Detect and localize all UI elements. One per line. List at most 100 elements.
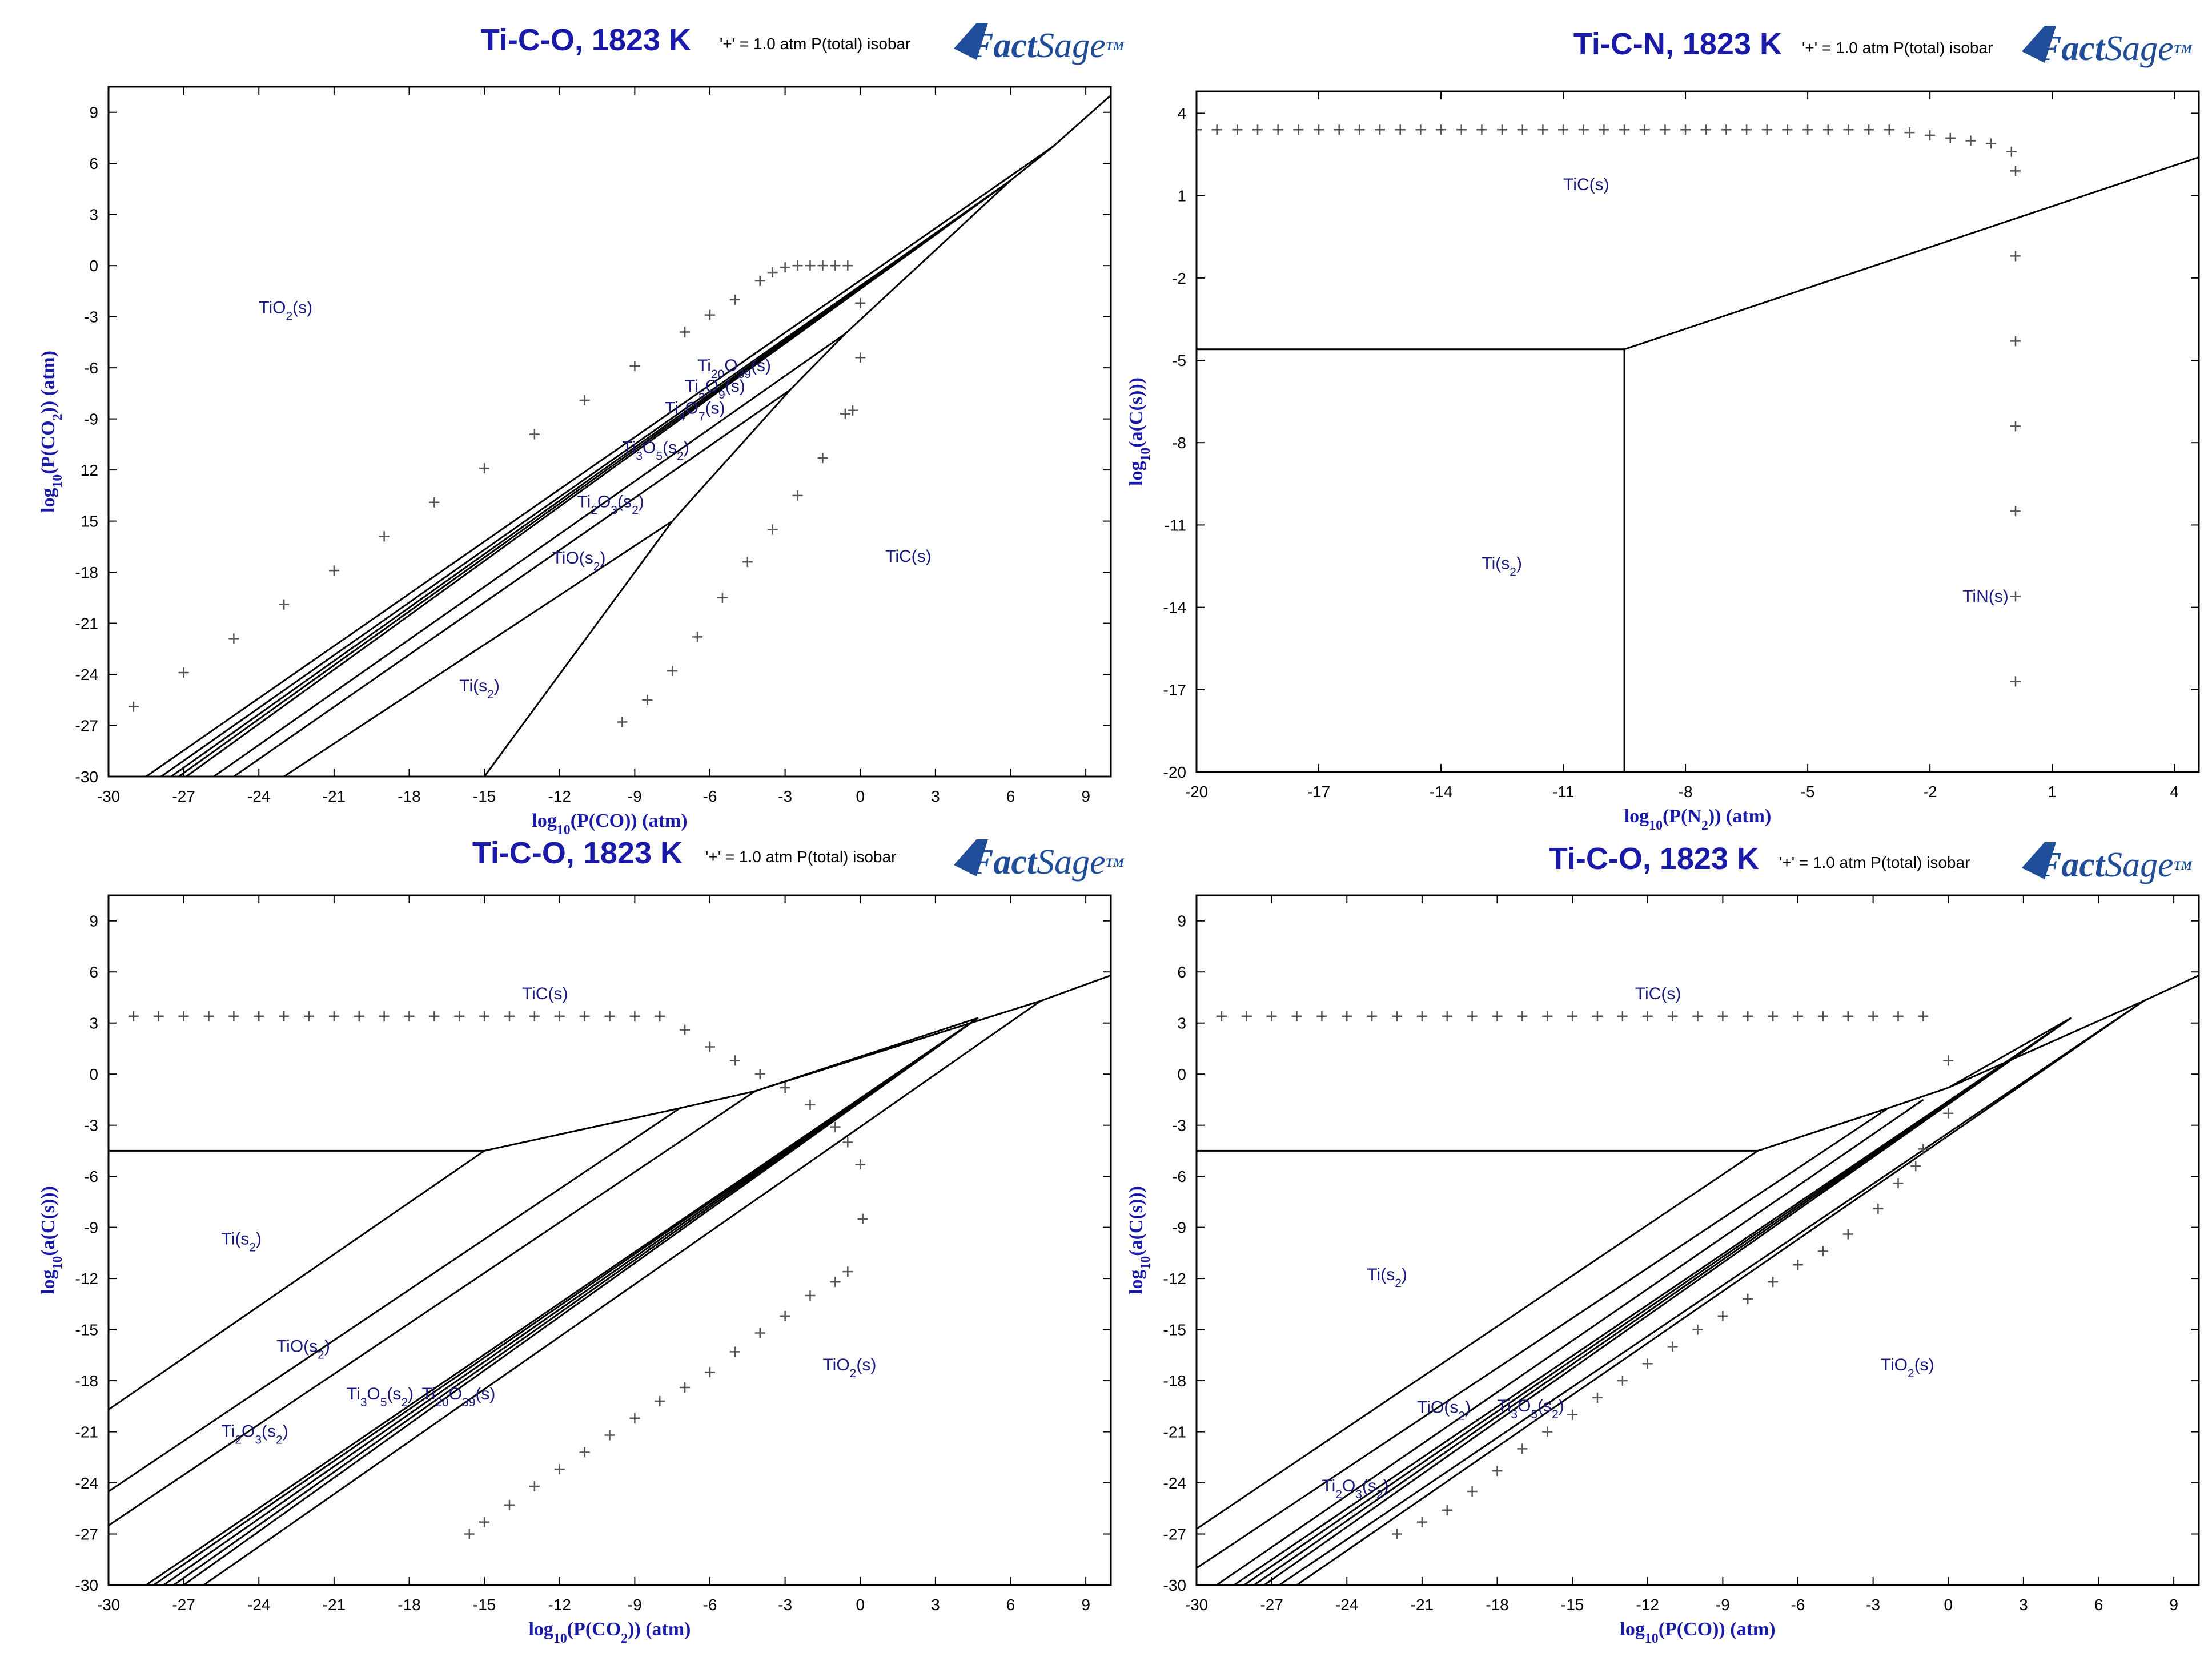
isobar-point <box>2010 506 2021 517</box>
y-tick-label: -20 <box>1163 763 1186 781</box>
x-tick-label: -27 <box>172 787 195 805</box>
x-axis-label: log10(P(CO2)) (atm) <box>528 1619 691 1646</box>
x-tick-label: 3 <box>2019 1596 2028 1614</box>
isobar-point <box>1692 1011 1703 1021</box>
isobar-point <box>1817 1246 1828 1257</box>
phase-region-label: Ti5O9(s) <box>685 377 745 401</box>
isobar-point <box>1667 1011 1678 1021</box>
x-tick-label: -6 <box>703 787 717 805</box>
isobar-point <box>1873 1203 1884 1214</box>
isobar-point <box>1965 135 1976 146</box>
phase-region-label: TiO2(s) <box>1881 1356 1934 1380</box>
isobar-point <box>729 1346 740 1357</box>
x-tick-label: -30 <box>97 787 120 805</box>
isobar-point <box>1476 124 1487 135</box>
isobar-point <box>128 701 139 712</box>
isobar-point <box>529 1481 540 1491</box>
isobar-point <box>178 667 189 678</box>
x-tick-label: -5 <box>1801 783 1815 801</box>
x-tick-label: -9 <box>628 787 642 805</box>
phase-region-label: TiC(s) <box>1635 984 1681 1003</box>
chart-subtitle: '+' = 1.0 atm P(total) isobar <box>705 848 896 866</box>
x-tick-label: -30 <box>97 1596 120 1614</box>
isobar-point <box>579 1011 590 1021</box>
phase-boundary-line <box>283 389 791 777</box>
isobar-point <box>780 262 790 273</box>
isobar-point <box>1945 132 1956 143</box>
isobar-point <box>1700 124 1711 135</box>
factsage-logo: FactSageTM <box>954 23 1125 65</box>
y-tick-label: 4 <box>1177 104 1186 122</box>
y-tick-label: -30 <box>75 1576 98 1594</box>
isobar-point <box>328 1011 339 1021</box>
y-tick-label: 15 <box>81 513 98 530</box>
phase-boundary-line <box>1197 156 2199 351</box>
phase-region-label: TiO2(s) <box>259 299 312 323</box>
isobar-point <box>1314 124 1324 135</box>
isobar-point <box>128 1011 139 1021</box>
x-tick-label: 0 <box>1944 1596 1953 1614</box>
y-axis-label: log10(P(CO2)) (atm) <box>38 351 65 513</box>
plot-frame <box>107 86 1112 778</box>
isobar-point <box>1642 1358 1653 1369</box>
chart-subtitle: '+' = 1.0 atm P(total) isobar <box>1779 854 1970 871</box>
isobar-point <box>479 463 490 474</box>
isobar-point <box>1567 1409 1578 1420</box>
x-axis-label: log10(P(CO)) (atm) <box>532 810 687 838</box>
phase-boundary-line <box>109 1090 756 1526</box>
isobar-point <box>1817 1011 1828 1021</box>
isobar-point <box>1342 1011 1352 1021</box>
isobar-point <box>1619 124 1630 135</box>
x-tick-label: -18 <box>398 787 420 805</box>
phase-region-label: Ti(s2) <box>459 677 500 701</box>
isobar-point <box>464 1529 475 1539</box>
isobar-point <box>830 260 841 271</box>
isobar-point <box>1354 124 1365 135</box>
isobar-point <box>254 1011 264 1021</box>
phase-boundary-line <box>109 1150 485 1411</box>
isobar-point <box>842 260 853 271</box>
isobar-point <box>1660 124 1671 135</box>
isobar-point <box>1578 124 1589 135</box>
x-tick-label: 9 <box>1081 787 1090 805</box>
isobar-point <box>1904 127 1915 138</box>
phase-boundary-line <box>173 1017 979 1585</box>
isobar-point <box>178 1011 189 1021</box>
isobar-point <box>1692 1324 1703 1335</box>
x-tick-label: -6 <box>1791 1596 1805 1614</box>
phase-boundary-line <box>145 94 1111 777</box>
isobar-point <box>554 1011 565 1021</box>
isobar-point <box>805 260 816 271</box>
y-tick-label: -11 <box>1165 516 1186 534</box>
factsage-logo: FactSageTM <box>954 839 1125 882</box>
isobar-point <box>1918 1011 1929 1021</box>
isobar-point <box>1367 1011 1378 1021</box>
isobar-point <box>805 1099 816 1110</box>
isobar-point <box>404 1011 415 1021</box>
x-tick-label: 3 <box>931 787 940 805</box>
x-tick-label: -20 <box>1185 783 1208 801</box>
isobar-point <box>1843 124 1854 135</box>
isobar-point <box>554 1464 565 1475</box>
isobar-point <box>1768 1011 1779 1021</box>
y-tick-label: 9 <box>89 104 98 122</box>
isobar-point <box>2010 676 2021 687</box>
isobar-point <box>1492 1011 1503 1021</box>
isobar-point <box>1741 124 1752 135</box>
plot-frame <box>107 894 1112 1586</box>
x-tick-label: -3 <box>1866 1596 1880 1614</box>
isobar-point <box>2010 336 2021 347</box>
isobar-point <box>729 294 740 305</box>
phase-region-label: Ti3O5(s2) <box>622 438 689 462</box>
isobar-point <box>855 1159 866 1170</box>
isobar-point <box>742 557 753 568</box>
isobar-point <box>1211 124 1222 135</box>
isobar-point <box>767 267 778 278</box>
isobar-point <box>1768 1277 1779 1288</box>
isobar-point <box>379 1011 390 1021</box>
x-tick-label: -15 <box>473 787 496 805</box>
phase-region-label: Ti3O5(s2) <box>347 1385 414 1409</box>
isobar-point <box>504 1011 515 1021</box>
x-axis-label: log10(P(N2)) (atm) <box>1624 806 1772 833</box>
phase-boundary-line <box>203 1000 1042 1585</box>
